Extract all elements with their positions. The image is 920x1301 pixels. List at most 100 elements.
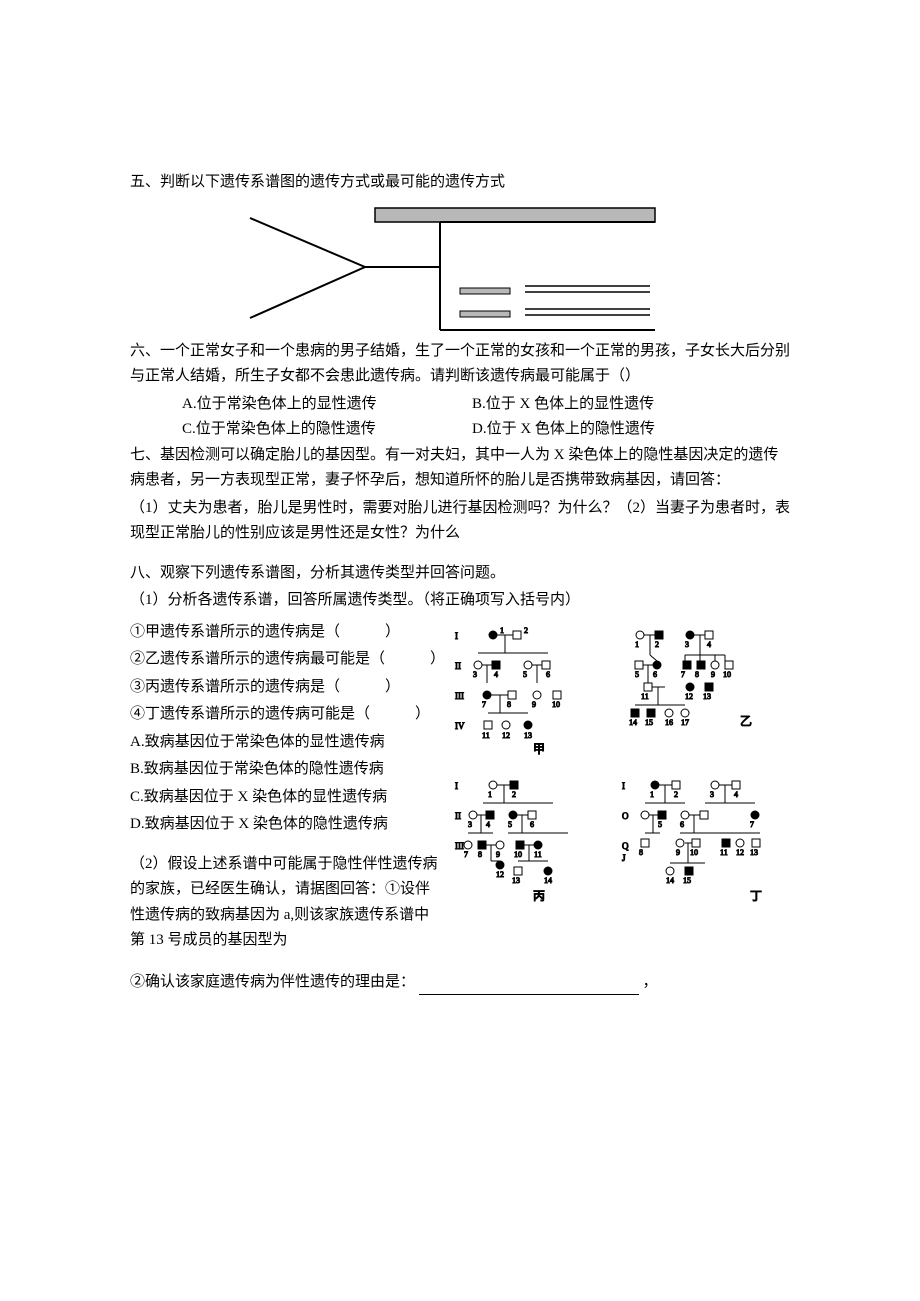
q8-item3: ③丙遗传系谱所示的遗传病是（ ）: [130, 675, 440, 701]
q5-title: 五、判断以下遗传系谱图的遗传方式或最可能的遗传方式: [130, 170, 790, 196]
svg-text:5: 5: [658, 820, 662, 829]
q8-body: ①甲遗传系谱所示的遗传病是（ ） ②乙遗传系谱所示的遗传病最可能是（ ） ③丙遗…: [130, 620, 790, 956]
svg-text:1: 1: [500, 626, 504, 635]
q6-optB: B.位于 X 色体上的显性遗传: [472, 392, 654, 418]
svg-text:10: 10: [690, 848, 698, 857]
svg-text:5: 5: [508, 820, 512, 829]
svg-text:13: 13: [750, 848, 758, 857]
q8-optB: B.致病基因位于常染色体的隐性遗传病: [130, 757, 440, 783]
svg-text:3: 3: [473, 670, 477, 679]
svg-text:10: 10: [514, 850, 522, 859]
svg-text:7: 7: [482, 700, 486, 709]
svg-text:14: 14: [666, 876, 674, 885]
svg-text:1: 1: [635, 640, 639, 649]
svg-text:乙: 乙: [740, 714, 752, 728]
q6-optA: A.位于常染色体上的显性遗传: [182, 392, 472, 418]
svg-text:4: 4: [486, 820, 490, 829]
svg-text:16: 16: [665, 718, 673, 727]
svg-text:IV: IV: [455, 721, 465, 731]
svg-text:2: 2: [512, 790, 516, 799]
q8-title: 八、观察下列遗传系谱图，分析其遗传类型并回答问题。: [130, 561, 790, 587]
svg-text:甲: 甲: [533, 742, 545, 756]
svg-text:8: 8: [507, 700, 511, 709]
svg-text:11: 11: [482, 731, 490, 740]
svg-text:5: 5: [635, 670, 639, 679]
svg-text:3: 3: [685, 640, 689, 649]
svg-text:I: I: [622, 781, 625, 791]
svg-text:丙: 丙: [533, 889, 545, 903]
svg-text:3: 3: [710, 790, 714, 799]
svg-text:1: 1: [488, 790, 492, 799]
svg-text:3: 3: [468, 820, 472, 829]
q5-flowchart: [210, 200, 660, 335]
svg-text:11: 11: [534, 850, 542, 859]
svg-text:7: 7: [464, 850, 468, 859]
svg-text:17: 17: [681, 718, 689, 727]
svg-text:J: J: [622, 853, 626, 863]
svg-text:1: 1: [650, 790, 654, 799]
svg-text:11: 11: [720, 848, 728, 857]
svg-text:II: II: [455, 661, 461, 671]
svg-text:6: 6: [680, 820, 684, 829]
q8-optD: D.致病基因位于 X 染色体的隐性遗传病: [130, 812, 440, 838]
svg-text:4: 4: [734, 790, 738, 799]
svg-text:6: 6: [653, 670, 657, 679]
svg-text:14: 14: [544, 876, 552, 885]
q8-item1: ①甲遗传系谱所示的遗传病是（ ）: [130, 620, 440, 646]
svg-text:4: 4: [707, 640, 711, 649]
q8-part2: （2）假设上述系谱中可能属于隐性伴性遗传病的家族，已经医生确认，请据图回答：①设…: [130, 852, 440, 954]
q7-sub: （1）丈夫为患者，胎儿是男性时，需要对胎儿进行基因检测吗？为什么？（2）当妻子为…: [130, 496, 790, 547]
svg-text:8: 8: [478, 850, 482, 859]
svg-text:15: 15: [645, 718, 653, 727]
svg-text:8: 8: [695, 670, 699, 679]
svg-text:10: 10: [723, 670, 731, 679]
svg-text:6: 6: [546, 670, 550, 679]
q6-optC: C.位于常染色体上的隐性遗传: [182, 417, 472, 443]
q6-optD: D.位于 X 色体上的隐性遗传: [472, 417, 655, 443]
svg-text:13: 13: [524, 731, 532, 740]
q6-options-row1: A.位于常染色体上的显性遗传 B.位于 X 色体上的显性遗传: [130, 392, 790, 418]
q6-options-row2: C.位于常染色体上的隐性遗传 D.位于 X 色体上的隐性遗传: [130, 417, 790, 443]
svg-text:I: I: [455, 631, 458, 641]
q6-title: 六、一个正常女子和一个患病的男子结婚，生了一个正常的女孩和一个正常的男孩，子女长…: [130, 339, 790, 390]
svg-text:13: 13: [703, 692, 711, 701]
svg-text:2: 2: [524, 626, 528, 635]
svg-text:丁: 丁: [750, 889, 762, 903]
svg-text:12: 12: [496, 870, 504, 879]
svg-text:Q: Q: [622, 841, 629, 851]
q7-title: 七、基因检测可以确定胎儿的基因型。有一对夫妇，其中一人为 X 染色体上的隐性基因…: [130, 443, 790, 494]
svg-text:III: III: [455, 691, 464, 701]
q8-item4: ④丁遗传系谱所示的遗传病可能是（ ）: [130, 702, 440, 728]
svg-text:15: 15: [683, 876, 691, 885]
svg-text:12: 12: [685, 692, 693, 701]
svg-text:11: 11: [641, 692, 649, 701]
svg-text:9: 9: [676, 848, 680, 857]
q8-optA: A.致病基因位于常染色体的显性遗传病: [130, 730, 440, 756]
svg-text:9: 9: [711, 670, 715, 679]
svg-text:8: 8: [639, 848, 643, 857]
svg-text:12: 12: [736, 848, 744, 857]
q8-text-col: ①甲遗传系谱所示的遗传病是（ ） ②乙遗传系谱所示的遗传病最可能是（ ） ③丙遗…: [130, 620, 440, 956]
svg-text:10: 10: [552, 700, 560, 709]
svg-text:III: III: [455, 841, 464, 851]
q8-optC: C.致病基因位于 X 染色体的显性遗传病: [130, 785, 440, 811]
svg-text:2: 2: [674, 790, 678, 799]
svg-text:O: O: [622, 811, 629, 821]
svg-text:12: 12: [502, 731, 510, 740]
q8-item2: ②乙遗传系谱所示的遗传病最可能是（ ）: [130, 647, 440, 673]
q8-part2-2-text: ②确认该家庭遗传病为伴性遗传的理由是：: [130, 974, 415, 990]
svg-text:4: 4: [494, 670, 498, 679]
q8-pedigree-figures: I 1 2 II 3 4 5 6 III 7 8 9 10: [450, 620, 790, 956]
q8-part2-2: ②确认该家庭遗传病为伴性遗传的理由是： ，: [130, 970, 790, 996]
svg-text:13: 13: [512, 876, 520, 885]
svg-text:14: 14: [629, 718, 637, 727]
svg-text:7: 7: [750, 820, 754, 829]
svg-text:6: 6: [530, 820, 534, 829]
svg-text:2: 2: [655, 640, 659, 649]
svg-text:7: 7: [681, 670, 685, 679]
svg-text:I: I: [455, 781, 458, 791]
comma: ，: [643, 974, 658, 990]
svg-text:9: 9: [496, 850, 500, 859]
q8-part1-intro: （1）分析各遗传系谱，回答所属遗传类型。（将正确项写入括号内）: [130, 588, 790, 614]
svg-text:9: 9: [532, 700, 536, 709]
